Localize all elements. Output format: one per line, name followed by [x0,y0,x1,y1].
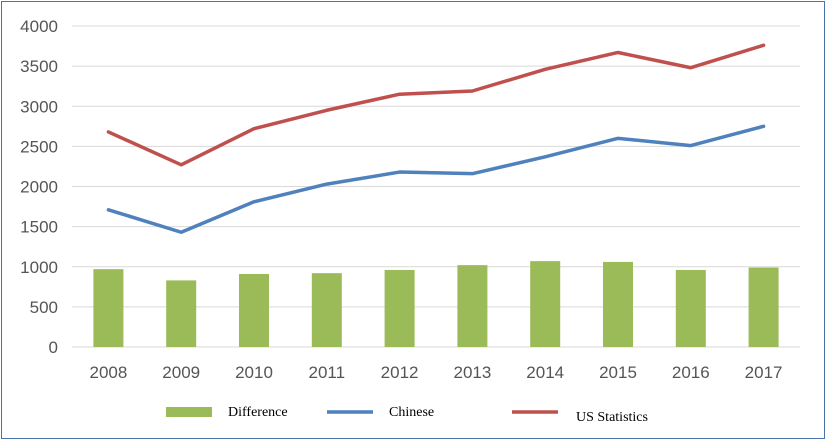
x-axis-tick-labels: 2008 2009 2010 2011 2012 2013 2014 2015 2016 2017 [89,363,782,382]
x-tick-label: 2010 [235,363,273,382]
series-lines [106,43,766,234]
difference-bar [311,273,342,347]
x-tick-label: 2012 [381,363,419,382]
x-tick-label: 2013 [453,363,491,382]
difference-bar [457,265,488,347]
x-tick-label: 2011 [309,363,346,382]
difference-bar [93,269,124,347]
x-tick-label: 2016 [672,363,710,382]
legend-swatch-difference [166,407,212,417]
us-statistics-line [106,43,766,167]
x-tick-label: 2015 [599,363,637,382]
difference-bar [748,267,779,347]
x-tick-label: 2008 [89,363,127,382]
y-tick-label: 2000 [20,178,58,197]
difference-bar [603,261,633,347]
difference-bar [675,269,706,347]
x-tick-label: 2017 [745,363,783,382]
difference-bar [384,269,415,347]
y-tick-label: 3000 [20,97,58,116]
legend-label-us-statistics: US Statistics [576,410,648,425]
y-tick-label: 1500 [20,218,58,237]
x-tick-label: 2009 [162,363,200,382]
legend: Difference Chinese US Statistics [166,405,648,425]
y-tick-label: 0 [49,338,58,357]
difference-bar [239,273,269,347]
legend-label-difference: Difference [228,405,288,420]
y-tick-label: 3500 [20,57,58,76]
x-tick-label: 2014 [526,363,564,382]
y-tick-label: 500 [30,298,58,317]
y-tick-label: 4000 [20,17,58,36]
difference-bar [166,280,197,347]
chinese-line [106,124,766,234]
y-axis-tick-labels: 0 500 1000 1500 2000 2500 3000 3500 4000 [20,17,58,357]
legend-label-chinese: Chinese [389,405,434,420]
difference-bar [530,261,561,347]
y-tick-label: 1000 [20,258,58,277]
y-tick-label: 2500 [20,137,58,156]
difference-bars [93,261,779,347]
